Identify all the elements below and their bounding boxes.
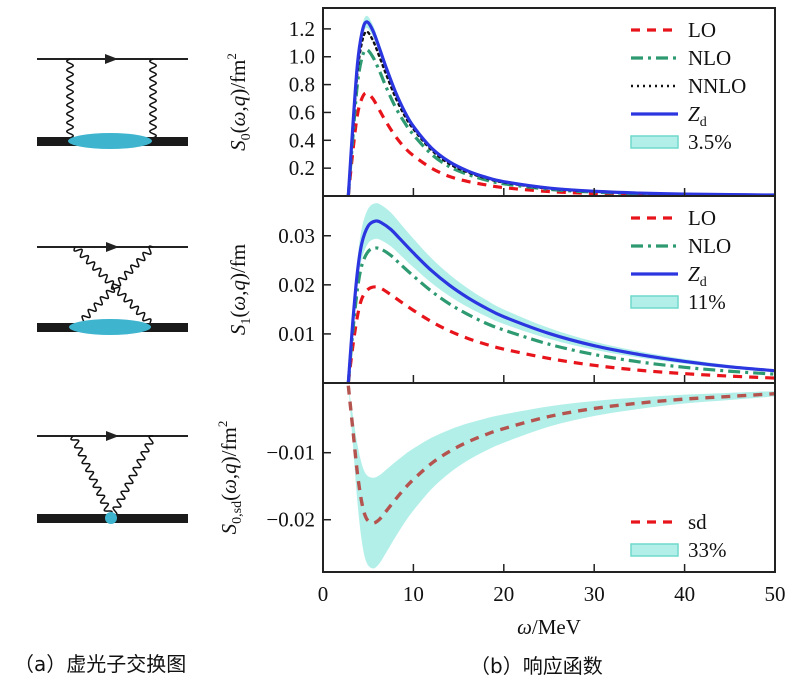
x-axis-label: ω/MeV — [517, 615, 581, 639]
nucleus-blob — [68, 133, 152, 149]
series-line-lo — [346, 91, 775, 196]
uncertainty-band — [348, 203, 775, 383]
legend-label: sd — [688, 510, 707, 534]
legend-label: LO — [688, 206, 716, 230]
series-line-lo — [346, 285, 775, 383]
panel-top: 0.2 0.4 0.6 0.8 1.0 1.2 S0(ω,q)/fm2 LO NLO NNLO Zd… — [224, 7, 776, 197]
nucleus-blob — [69, 319, 151, 335]
plot-area — [346, 385, 775, 569]
crossed-box-diagram — [37, 242, 188, 335]
plot-area — [346, 15, 775, 196]
y-axis-label: S0,sd(ω,q)/fm2 — [215, 421, 245, 535]
axes-frame — [322, 382, 776, 573]
legend-item: Zd — [631, 262, 707, 290]
legend-swatch-band — [630, 543, 679, 557]
caption-a: （a）虚光子交换图 — [14, 652, 187, 676]
vertex-dot — [105, 512, 117, 524]
legend-label: 11% — [688, 290, 726, 314]
legend: LO NLO NNLO Zd3.5% — [630, 18, 746, 154]
x-tick-label: 30 — [584, 582, 605, 606]
y-tick-label: 0.02 — [278, 273, 315, 297]
photon-line — [79, 245, 154, 325]
y-tick-label: 0.2 — [289, 156, 315, 180]
arrow-icon — [106, 431, 119, 441]
y-tick-label: −0.01 — [266, 441, 315, 465]
y-tick-label: 0.03 — [278, 224, 315, 248]
x-tick-label: 10 — [403, 582, 424, 606]
photon-line — [149, 58, 157, 139]
caption-b: （b）响应函数 — [470, 654, 603, 678]
arrow-icon — [106, 242, 119, 252]
legend-label: LO — [688, 18, 716, 42]
y-tick-label: 0.6 — [289, 100, 315, 124]
plot-area — [346, 203, 775, 383]
panel-bottom: −0.01 −0.02 0 10 20 30 40 50 ω/MeV S0,sd(ω,q)/fm2… — [215, 382, 786, 639]
photon-line — [70, 435, 113, 516]
response-function-chart: 0.2 0.4 0.6 0.8 1.0 1.2 S0(ω,q)/fm2 LO NLO NNLO Zd… — [215, 7, 786, 639]
legend-item: NLO — [631, 46, 731, 70]
legend-item: 33% — [630, 538, 727, 562]
photon-line — [112, 435, 154, 516]
legend-label: 3.5% — [688, 130, 732, 154]
series-line-zd — [346, 20, 775, 196]
x-tick-label: 50 — [765, 582, 786, 606]
y-axis-label: S0(ω,q)/fm2 — [224, 53, 254, 151]
series-line-zd — [346, 219, 775, 383]
x-tick-label: 20 — [493, 582, 514, 606]
legend-swatch-band — [630, 135, 679, 149]
x-tick-label: 40 — [674, 582, 695, 606]
series-line-sd — [346, 385, 775, 525]
y-tick-label: 1.0 — [289, 45, 315, 69]
legend-label: 33% — [688, 538, 727, 562]
legend-item: NLO — [631, 234, 731, 258]
y-tick-label: 0.8 — [289, 73, 315, 97]
series-line-nlo — [346, 48, 775, 196]
y-tick-label: −0.02 — [266, 508, 315, 532]
y-tick-label: 0.01 — [278, 322, 315, 346]
y-tick-label: 1.2 — [289, 17, 315, 41]
legend-item: sd — [631, 510, 707, 534]
legend-item: LO — [631, 18, 716, 42]
legend: sd 33% — [630, 510, 727, 562]
legend-item: 11% — [630, 290, 726, 314]
photon-line — [66, 58, 74, 139]
uncertainty-band — [348, 385, 775, 569]
legend-label: Zd — [688, 262, 707, 290]
legend-item: LO — [631, 206, 716, 230]
x-tick-label: 0 — [318, 582, 329, 606]
feynman-diagrams — [37, 54, 188, 524]
legend-label: NLO — [688, 46, 731, 70]
arrow-icon — [105, 54, 118, 64]
legend-item: Zd — [631, 102, 707, 130]
legend-label: NNLO — [688, 74, 746, 98]
y-axis-label: S1(ω,q)/fm — [226, 244, 254, 335]
legend-label: NLO — [688, 234, 731, 258]
y-tick-label: 0.4 — [289, 128, 316, 152]
uncertainty-band — [348, 15, 775, 196]
legend-item: 3.5% — [630, 130, 732, 154]
box-diagram — [37, 54, 188, 149]
legend-item: NNLO — [631, 74, 746, 98]
legend-swatch-band — [630, 295, 679, 309]
legend-label: Zd — [688, 102, 707, 130]
seagull-diagram — [37, 431, 188, 524]
